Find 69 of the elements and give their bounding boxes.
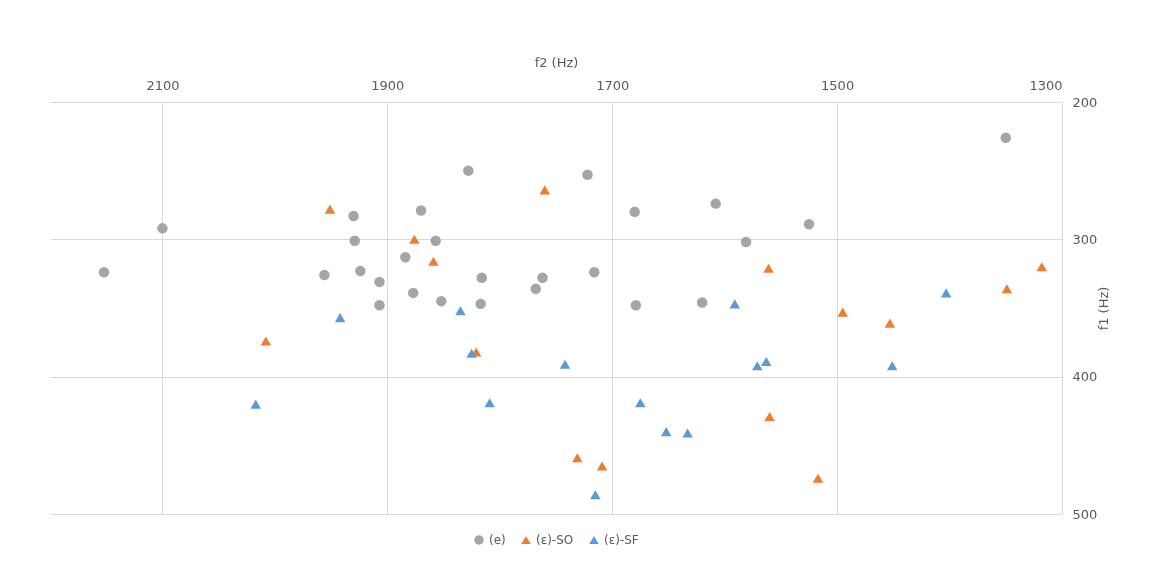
point: [324, 204, 336, 214]
point: [455, 306, 466, 316]
point: [682, 428, 693, 438]
point: [463, 165, 474, 176]
point: [590, 490, 601, 500]
point: [812, 473, 824, 483]
point: [572, 453, 583, 463]
point: [635, 398, 646, 408]
point: [588, 267, 600, 278]
y-tick-label: 500: [1072, 506, 1098, 522]
point: [355, 265, 366, 277]
x-tick-label: 1300: [1029, 77, 1063, 93]
point: [407, 287, 419, 299]
point: [250, 399, 262, 409]
legend-label: (e): [489, 533, 506, 547]
legend-label: (ε)-SF: [604, 533, 639, 547]
point: [630, 300, 642, 311]
point: [98, 267, 110, 278]
point: [761, 357, 772, 367]
point: [940, 288, 952, 298]
point: [884, 318, 896, 328]
point: [319, 269, 330, 281]
point: [886, 361, 898, 371]
point: [1036, 262, 1047, 272]
point: [537, 272, 548, 284]
y-axis-title: f1 (Hz): [1096, 286, 1112, 331]
point: [260, 336, 272, 346]
point: [400, 251, 411, 263]
point: [334, 313, 346, 323]
point: [374, 276, 385, 288]
point: [710, 198, 721, 209]
point: [436, 295, 447, 307]
point: [1001, 284, 1013, 294]
point: [415, 205, 427, 216]
point: [629, 206, 640, 218]
point: [582, 169, 593, 181]
point: [466, 348, 477, 358]
point: [764, 411, 775, 422]
point: [430, 235, 441, 246]
point: [374, 300, 385, 311]
x-axis-title: f2 (Hz): [534, 54, 579, 70]
legend-label: (ε)-SO: [536, 533, 574, 547]
point: [740, 236, 752, 248]
point: [428, 256, 439, 266]
point: [157, 223, 168, 234]
x-tick-label: 1700: [596, 77, 630, 93]
x-tick-label: 1500: [821, 77, 855, 93]
point: [763, 263, 774, 273]
point: [660, 427, 672, 437]
point: [530, 283, 541, 295]
y-tick-label: 200: [1072, 94, 1098, 110]
x-tick-label: 1900: [371, 77, 405, 93]
point: [837, 307, 848, 317]
point: [696, 297, 708, 308]
point: [348, 210, 359, 222]
point: [349, 235, 360, 246]
point: [476, 272, 488, 284]
point: [559, 359, 571, 369]
point: [409, 234, 420, 244]
point: [803, 218, 815, 230]
y-tick-label: 300: [1072, 231, 1098, 247]
y-tick-label: 400: [1072, 369, 1098, 385]
point: [596, 461, 608, 471]
point: [484, 398, 495, 408]
point: [752, 361, 763, 371]
point: [475, 298, 486, 310]
x-tick-label: 2100: [146, 77, 180, 93]
point: [539, 185, 550, 195]
point: [1000, 132, 1012, 143]
